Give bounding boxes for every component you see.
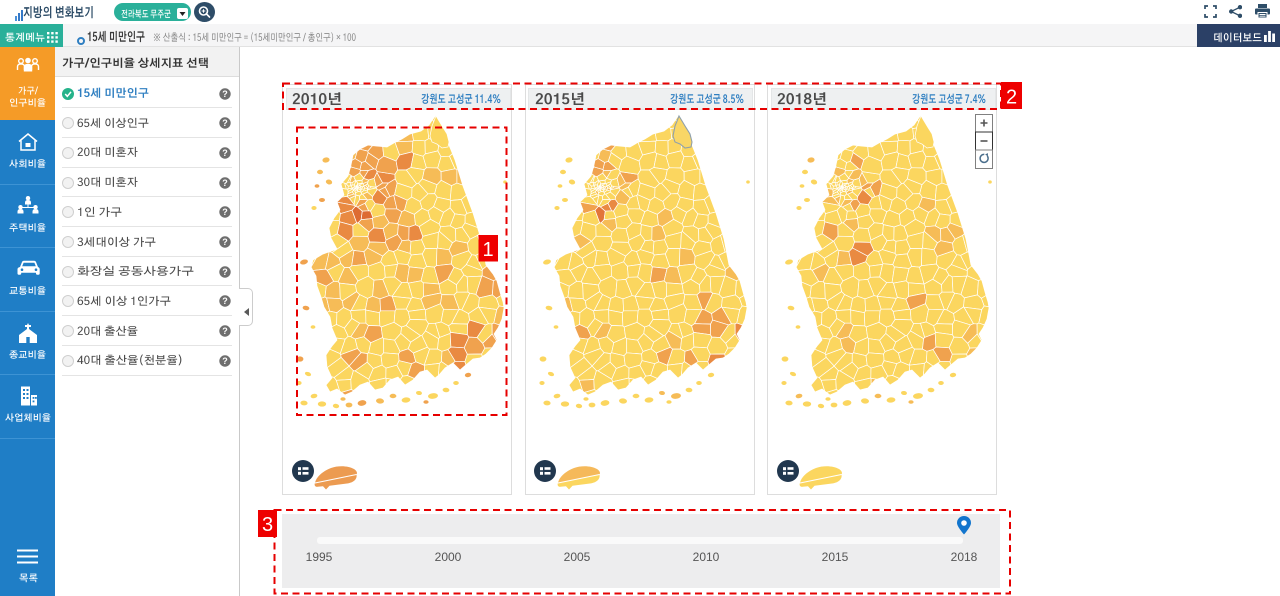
- svg-text:2: 2: [1006, 87, 1017, 109]
- svg-text:?: ?: [222, 207, 228, 217]
- svg-text:?: ?: [222, 148, 228, 158]
- svg-text:?: ?: [222, 178, 228, 188]
- svg-text:?: ?: [222, 267, 228, 277]
- svg-text:?: ?: [222, 237, 228, 247]
- svg-text:?: ?: [222, 326, 228, 336]
- svg-text:1: 1: [482, 239, 493, 261]
- svg-text:3: 3: [262, 514, 273, 536]
- svg-text:?: ?: [222, 356, 228, 366]
- svg-text:?: ?: [222, 296, 228, 306]
- svg-text:?: ?: [222, 89, 228, 99]
- svg-text:?: ?: [222, 118, 228, 128]
